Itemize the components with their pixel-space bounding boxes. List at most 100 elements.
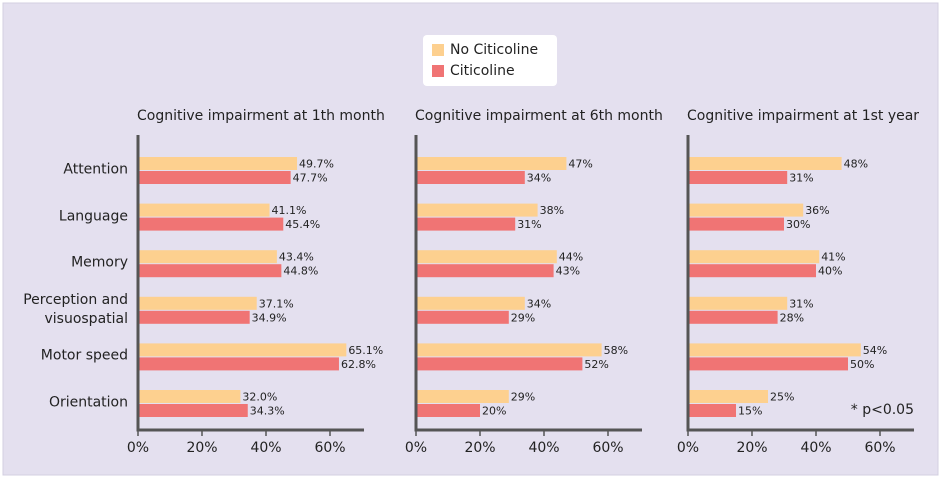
bar [688,171,788,184]
legend-swatch [432,65,444,77]
value-label: 44% [559,251,583,264]
x-tick-label: 20% [186,440,217,456]
value-label: 41.1% [272,204,307,217]
panel-title: Cognitive impairment at 1th month [137,108,385,124]
bar [138,404,248,417]
x-tick-label: 0% [405,440,427,456]
bar [138,390,241,403]
bar [138,203,270,217]
bar [416,157,567,170]
bar [138,217,284,231]
value-label: 44.8% [283,265,318,278]
legend-swatch [432,44,444,56]
panel-title: Cognitive impairment at 6th month [415,108,663,124]
value-label: 43% [556,265,580,278]
value-label: 25% [770,391,794,404]
x-tick-label: 60% [592,440,623,456]
value-label: 31% [517,218,541,231]
value-label: 43.4% [279,251,314,264]
bar [416,343,602,357]
value-label: 48% [844,158,868,171]
bar [416,217,516,231]
value-label: 52% [584,358,608,371]
x-tick-label: 60% [864,440,895,456]
value-label: 37.1% [259,297,294,310]
bar [416,250,557,264]
bar [138,264,282,278]
bar [688,343,861,357]
category-label: Perception and visuospatial [23,291,128,327]
value-label: 58% [604,344,628,357]
bar [688,157,842,170]
bar [416,404,480,417]
bar [416,357,583,371]
bar [138,296,257,310]
value-label: 34% [527,297,551,310]
value-label: 65.1% [348,344,383,357]
value-label: 40% [818,265,842,278]
bar [138,357,339,371]
bar [416,264,554,278]
x-tick-label: 40% [528,440,559,456]
value-label: 45.4% [285,218,320,231]
value-label: 20% [482,405,506,418]
x-tick-label: 40% [250,440,281,456]
bar [688,264,816,278]
category-label: Language [58,208,128,225]
value-label: 28% [780,311,804,324]
category-label: Orientation [48,394,128,411]
value-label: 41% [821,251,845,264]
value-label: 62.8% [341,358,376,371]
bar [688,296,788,310]
bar [688,357,848,371]
bar [138,157,298,170]
legend-box [423,35,557,86]
value-label: 34.9% [252,311,287,324]
bar [138,310,250,324]
legend-label: No Citicoline [450,42,538,58]
bar [688,310,778,324]
value-label: 29% [511,311,535,324]
panel-title: Cognitive impairment at 1st year [687,108,919,124]
value-label: 50% [850,358,874,371]
category-label: Motor speed [40,347,128,364]
value-label: 34% [527,172,551,185]
bar [688,250,820,264]
value-label: 31% [789,297,813,310]
value-label: 38% [540,204,564,217]
bar [138,250,277,264]
value-label: 47% [568,158,592,171]
bar [416,296,525,310]
annotation: * p<0.05 [851,402,914,418]
bar [688,203,804,217]
legend-label: Citicoline [450,63,515,79]
bar [688,404,736,417]
x-tick-label: 20% [736,440,767,456]
bar [416,390,509,403]
value-label: 30% [786,218,810,231]
value-label: 15% [738,405,762,418]
x-tick-label: 0% [127,440,149,456]
bar [138,171,291,184]
bar [688,390,768,403]
value-label: 32.0% [242,391,277,404]
x-tick-label: 40% [800,440,831,456]
value-label: 29% [511,391,535,404]
x-tick-label: 20% [464,440,495,456]
value-label: 34.3% [250,405,285,418]
bar [416,310,509,324]
category-label: Attention [63,161,128,178]
value-label: 36% [805,204,829,217]
value-label: 31% [789,172,813,185]
x-tick-label: 60% [314,440,345,456]
x-tick-label: 0% [677,440,699,456]
bar [138,343,347,357]
value-label: 47.7% [293,172,328,185]
bar [416,171,525,184]
value-label: 54% [863,344,887,357]
bar [688,217,784,231]
value-label: 49.7% [299,158,334,171]
bar [416,203,538,217]
